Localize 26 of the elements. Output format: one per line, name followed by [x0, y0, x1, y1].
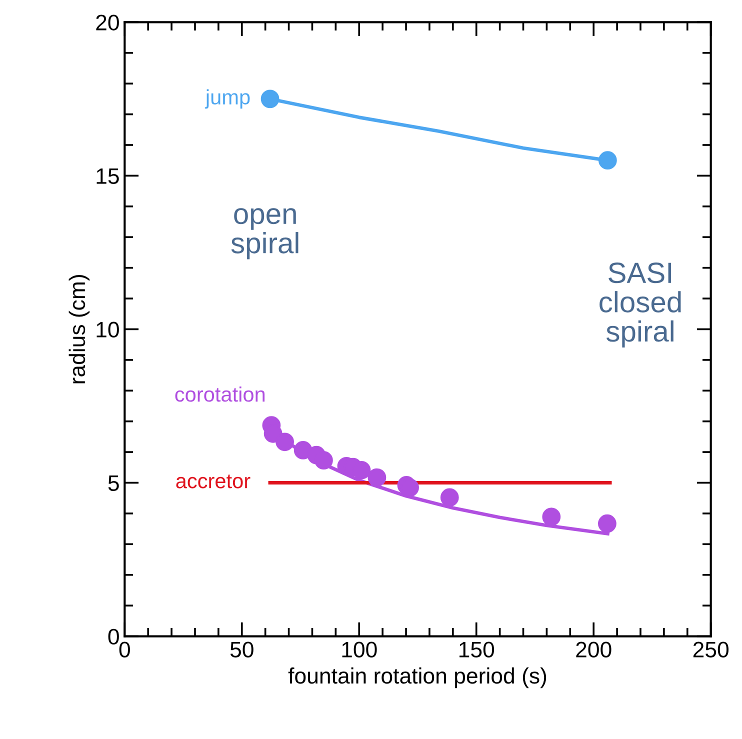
series-label: corotation [175, 386, 265, 402]
x-tick-label: 50 [230, 642, 254, 658]
point [314, 451, 333, 470]
annotation: SASI closed spiral [600, 262, 681, 348]
x-tick-label: 150 [460, 642, 494, 658]
y-tick-label: 20 [96, 14, 119, 30]
series-label: accretor [176, 474, 250, 488]
point [598, 151, 617, 170]
y-tick-label: 0 [108, 628, 119, 645]
x-axis-title: fountain rotation period (s) [288, 667, 546, 688]
x-tick-label: 0 [119, 642, 130, 658]
annotation: open spiral [231, 208, 298, 260]
point [368, 468, 386, 487]
x-tick-label: 250 [693, 642, 729, 658]
x-tick-label: 100 [342, 642, 377, 658]
series-label: jump [204, 89, 250, 109]
point [598, 514, 616, 533]
y-axis-title: radius (cm) [68, 275, 90, 384]
point [260, 90, 280, 108]
y-tick-label: 5 [108, 476, 119, 492]
y-tick-label: 10 [96, 322, 119, 338]
x-tick-label: 200 [576, 642, 612, 658]
point [542, 508, 561, 526]
point [440, 488, 459, 507]
y-tick-label: 15 [96, 168, 119, 184]
point [276, 432, 294, 452]
